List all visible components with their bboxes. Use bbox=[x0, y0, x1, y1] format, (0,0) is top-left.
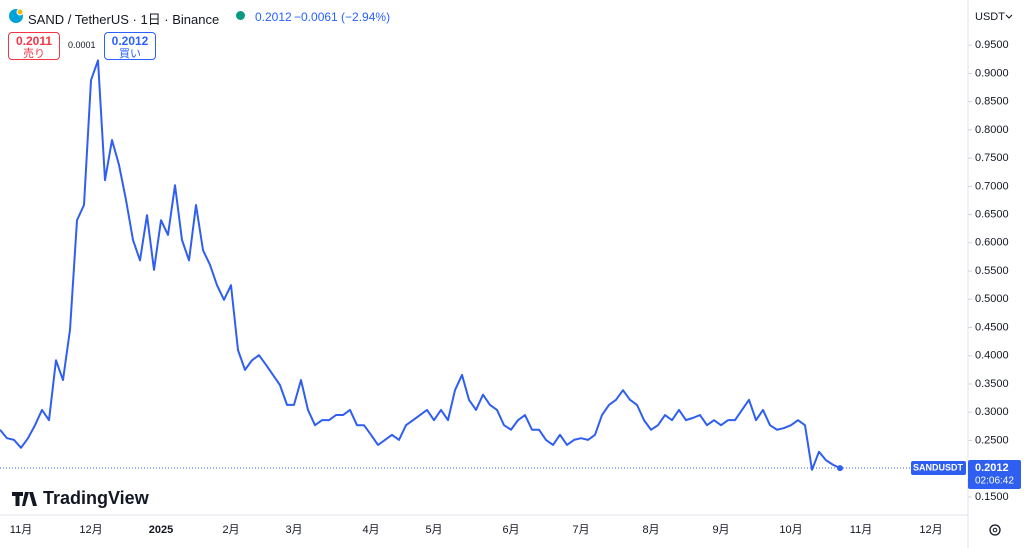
currency-chevron bbox=[1005, 14, 1013, 19]
symbol-tag bbox=[911, 461, 966, 476]
price-tag bbox=[968, 460, 1021, 490]
x-tick-label: 4月 bbox=[362, 524, 379, 536]
y-tick-label: 0.1500 bbox=[975, 491, 1009, 503]
x-tick-label: 12月 bbox=[919, 524, 942, 536]
y-tick-label: 0.5500 bbox=[975, 265, 1009, 277]
y-tick-label: 0.8000 bbox=[975, 124, 1009, 136]
x-tick-label: 9月 bbox=[712, 524, 729, 536]
settings-icon[interactable] bbox=[989, 524, 1001, 536]
currency-label: USDT bbox=[975, 11, 1005, 23]
x-tick-label: 7月 bbox=[572, 524, 589, 536]
x-tick-label: 2月 bbox=[222, 524, 239, 536]
spread: 0.0001 bbox=[68, 40, 96, 50]
header-price: 0.2012 bbox=[255, 10, 292, 24]
x-tick-label: 6月 bbox=[502, 524, 519, 536]
price-tag-label: 0.2012 bbox=[975, 462, 1009, 474]
sell-price: 0.2011 bbox=[15, 34, 53, 48]
buy-label: 買い bbox=[119, 48, 141, 60]
x-tick-label: 8月 bbox=[642, 524, 659, 536]
y-tick-label: 0.7500 bbox=[975, 152, 1009, 164]
y-tick-label: 0.6500 bbox=[975, 208, 1009, 220]
x-tick-label: 10月 bbox=[779, 524, 802, 536]
y-tick-label: 0.5000 bbox=[975, 293, 1009, 305]
settings-icon-center bbox=[992, 527, 998, 533]
y-tick-label: 0.9500 bbox=[975, 39, 1009, 51]
y-tick-label: 0.3000 bbox=[975, 406, 1009, 418]
y-tick-label: 0.4000 bbox=[975, 350, 1009, 362]
symbol-tag-label: SANDUSDT bbox=[913, 462, 964, 472]
x-tick-label: 2025 bbox=[149, 524, 173, 536]
y-tick-label: 0.9000 bbox=[975, 67, 1009, 79]
exchange-icon bbox=[16, 8, 24, 16]
logo-text: TradingView bbox=[43, 488, 150, 508]
price-line bbox=[0, 59, 841, 471]
x-tick-label: 3月 bbox=[285, 524, 302, 536]
x-tick-label: 5月 bbox=[425, 524, 442, 536]
sell-label: 売り bbox=[23, 48, 45, 60]
header-change: −0.0061 (−2.94%) bbox=[294, 10, 391, 24]
countdown: 02:06:42 bbox=[975, 476, 1014, 487]
logo: TradingView bbox=[12, 488, 150, 508]
y-tick-label: 0.8500 bbox=[975, 96, 1009, 108]
y-tick-label: 0.6000 bbox=[975, 237, 1009, 249]
buy-button[interactable]: 0.2012 買い bbox=[104, 32, 156, 60]
y-tick-label: 0.3500 bbox=[975, 378, 1009, 390]
y-tick-label: 0.7000 bbox=[975, 180, 1009, 192]
symbol-icon bbox=[9, 8, 24, 23]
buy-price: 0.2012 bbox=[111, 34, 149, 48]
y-tick-label: 0.2500 bbox=[975, 434, 1009, 446]
logo-mark bbox=[12, 492, 37, 506]
x-tick-label: 12月 bbox=[79, 524, 102, 536]
sell-button[interactable]: 0.2011 売り bbox=[8, 32, 60, 60]
symbol-title: SAND / TetherUS · 1日 · Binance bbox=[28, 12, 220, 27]
x-tick-label: 11月 bbox=[850, 524, 872, 536]
market-status-dot bbox=[236, 11, 245, 20]
y-tick-label: 0.4500 bbox=[975, 321, 1009, 333]
currency-button[interactable] bbox=[970, 6, 1014, 28]
x-tick-label: 11月 bbox=[10, 524, 32, 536]
